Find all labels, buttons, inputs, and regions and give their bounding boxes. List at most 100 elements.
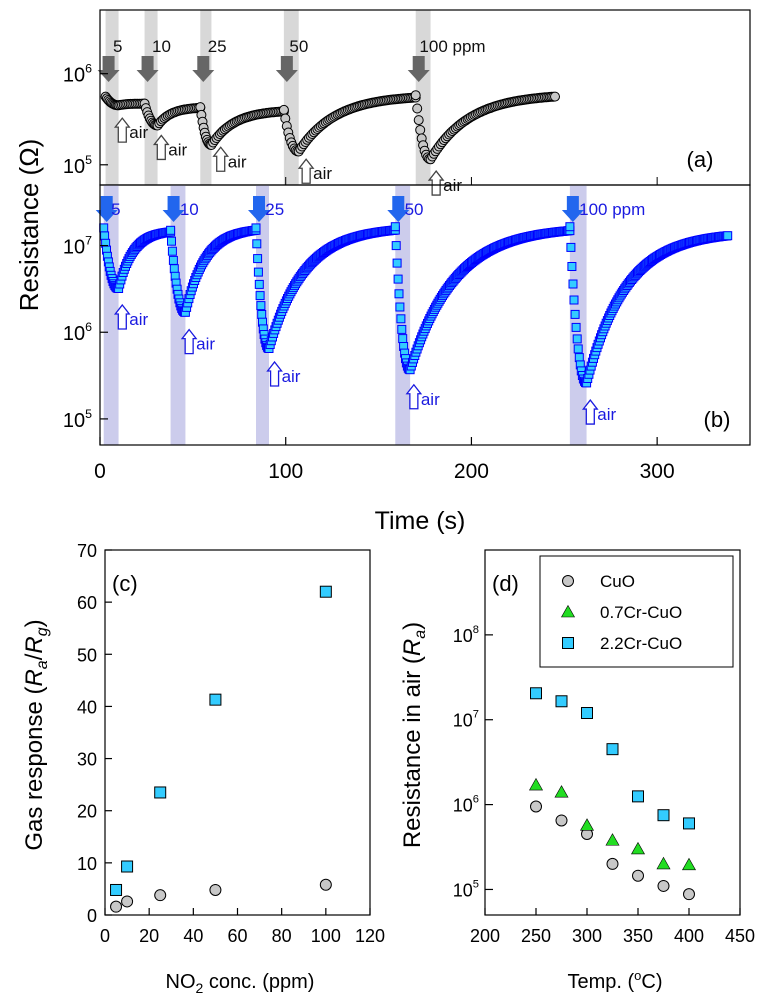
b-data-point: [100, 231, 110, 241]
c-xlabel-sub: 2: [196, 980, 204, 996]
b-ytick-label-base: 10: [63, 410, 85, 432]
b-air-label: air: [129, 310, 148, 329]
c-ytick-label: 20: [77, 802, 97, 822]
c-frame: [104, 549, 371, 916]
b-data-point: [99, 223, 109, 233]
d-point-2-2cr-cuo: [632, 790, 644, 803]
d-point-0-7cr-cuo: [554, 785, 569, 798]
b-conc-label: 25: [265, 200, 284, 219]
c-ytick-label: 30: [77, 750, 97, 770]
a-data-point: [410, 90, 421, 101]
c-ylabel-slash: /: [21, 653, 48, 660]
d-series-points: [528, 687, 697, 901]
b-ytick-label-base: 10: [63, 323, 85, 345]
b-data-point: [253, 254, 263, 264]
a-gas-arrow: [407, 56, 430, 82]
a-air-arrow: [212, 146, 230, 172]
d-point-0-7cr-cuo: [528, 777, 544, 791]
panel-c: 0 20 40 60 80 100 120 0 10 20 30 40 50 60 70 (c) NO2 c…: [21, 541, 385, 996]
b-ytick-label-exp: 5: [85, 407, 92, 421]
b-ytick-label: 107: [63, 234, 92, 259]
a-air-arrow: [113, 117, 131, 143]
c-ytick-label: 60: [77, 593, 97, 613]
b-data-point: [390, 222, 400, 232]
a-air-label: air: [129, 123, 148, 142]
ab-y-axis-label: Resistance (Ω): [14, 139, 44, 312]
c-x-axis-label: NO2 conc. (ppm): [166, 971, 315, 996]
a-gas-arrow: [275, 56, 298, 82]
d-xlabel-sup: o: [634, 968, 641, 983]
b-data-point: [396, 314, 406, 324]
c-xtick-label: 40: [183, 926, 203, 946]
c-point-cuo: [209, 883, 222, 896]
a-data-point: [550, 91, 560, 102]
d-frame: [484, 549, 741, 916]
b-data-point: [571, 322, 581, 332]
d-ytick-label: 108: [453, 624, 479, 646]
b-conc-label: 10: [180, 200, 199, 219]
b-xtick-label: 300: [640, 460, 675, 483]
d-legend-label: 0.7Cr-CuO: [600, 603, 682, 622]
d-point-2-2cr-cuo: [555, 695, 568, 708]
b-data-point: [566, 242, 576, 252]
c-point-2-2cr-cuo: [110, 883, 123, 896]
a-gas-band: [200, 10, 212, 185]
b-data-point: [565, 222, 575, 232]
a-gas-arrow: [97, 56, 120, 82]
d-legend-label: 2.2Cr-CuO: [600, 634, 682, 653]
c-ticks: 0 20 40 60 80 100 120 0 10 20 30 40 50 60 70: [77, 541, 385, 946]
d-xtick-label: 350: [623, 926, 653, 946]
b-data-point: [253, 267, 263, 277]
c-xtick-label: 80: [272, 926, 292, 946]
d-point-cuo: [606, 857, 619, 870]
a-conc-label: 10: [152, 37, 171, 56]
c-xlabel-post: conc. (ppm): [203, 971, 314, 993]
c-point-cuo: [319, 878, 332, 891]
b-conc-label: 5: [111, 200, 120, 219]
b-ytick-label-exp: 7: [85, 234, 92, 248]
d-point-0-7cr-cuo: [630, 841, 646, 855]
a-ytick-label: 106: [63, 62, 92, 87]
d-ytick-label-exp: 7: [473, 709, 479, 721]
a-data-point: [412, 103, 423, 114]
a-panel-label: (a): [687, 147, 714, 172]
d-ylabel-post: ): [399, 622, 426, 630]
b-ytick-label-exp: 6: [85, 320, 92, 334]
d-legend-label: CuO: [600, 572, 635, 591]
b-ytick-label: 106: [63, 320, 92, 345]
d-panel-label: (d): [492, 571, 519, 596]
b-conc-label: 50: [405, 200, 424, 219]
b-data-point: [392, 258, 402, 268]
b-gas-arrow: [248, 196, 270, 222]
d-xtick-label: 250: [521, 926, 551, 946]
d-ylabel-pre: Resistance in air (: [399, 656, 426, 848]
a-data-point: [413, 115, 424, 126]
d-xtick-label: 300: [572, 926, 602, 946]
d-point-2-2cr-cuo: [606, 743, 619, 756]
b-data-point: [569, 295, 579, 305]
a-gas-arrow: [192, 56, 215, 82]
c-xtick-label: 100: [311, 926, 341, 946]
a-air-arrow: [297, 158, 315, 184]
d-ylabel-sub: a: [412, 630, 429, 639]
c-point-cuo: [121, 895, 134, 908]
d-ytick-label: 106: [453, 794, 479, 816]
b-gas-arrow: [387, 196, 410, 222]
c-panel-label: (c): [112, 571, 138, 596]
b-data-point: [397, 324, 407, 334]
b-panel-label: (b): [704, 407, 731, 432]
a-air-label: air: [168, 140, 187, 159]
c-ylabel-pre: Gas response (: [21, 687, 48, 851]
c-ylabel-rg: R: [21, 636, 48, 653]
c-ytick-label: 10: [77, 854, 97, 874]
d-point-0-7cr-cuo: [605, 833, 620, 846]
c-ytick-label: 50: [77, 645, 97, 665]
a-conc-label: 25: [208, 37, 227, 56]
a-conc-label: 5: [113, 37, 122, 56]
b-data-point: [167, 246, 177, 256]
d-xtick-label: 450: [725, 926, 755, 946]
c-xlabel-pre: NO: [166, 971, 196, 993]
